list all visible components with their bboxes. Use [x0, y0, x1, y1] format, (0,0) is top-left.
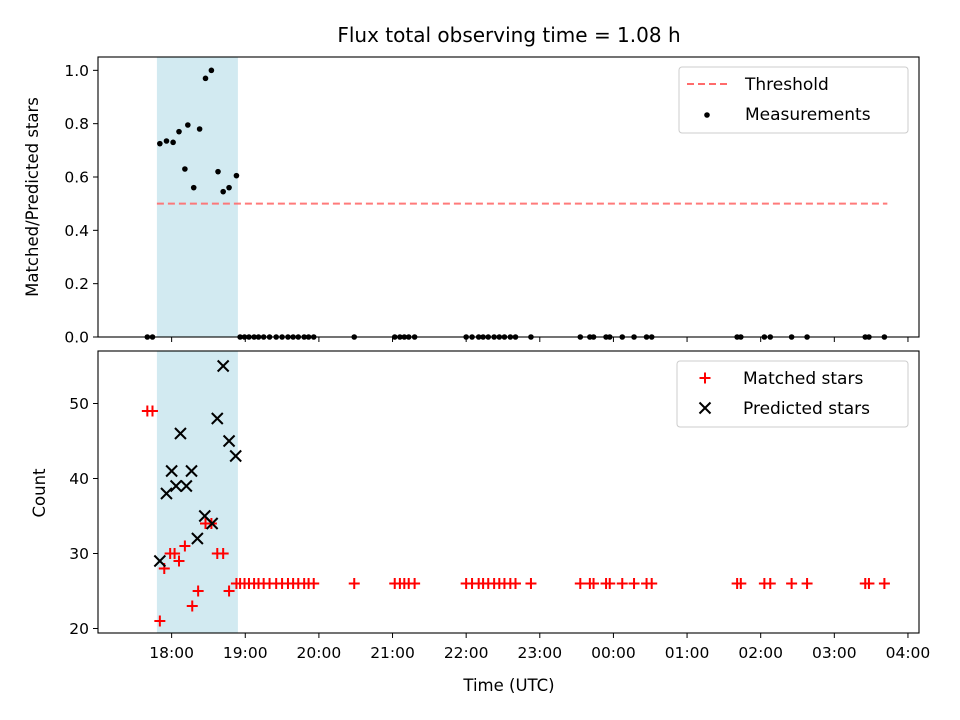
measurement-point [190, 184, 197, 191]
matched-star-marker [646, 578, 658, 589]
legend-label: Matched stars [743, 369, 863, 389]
matched-star-marker [764, 578, 776, 589]
matched-star-marker [509, 578, 521, 589]
measurement-point [196, 126, 203, 132]
legend-label: Predicted stars [743, 399, 870, 419]
x-axis-title: Time (UTC) [462, 676, 554, 695]
y-tick-label: 0.8 [64, 115, 89, 133]
legend-predicted-swatch [698, 401, 712, 415]
predicted-star-marker [216, 359, 230, 373]
x-tick-label: 19:00 [223, 644, 268, 662]
matched-star-marker [786, 578, 798, 589]
ratio-panel: 0.0 0.2 0.4 0.6 0.8 1.0 Threshold Measurements [64, 56, 920, 347]
x-tick-label: 22:00 [444, 644, 489, 662]
matched-star-marker [154, 615, 166, 627]
predicted-star-marker [165, 464, 178, 478]
matched-star-marker [348, 578, 360, 589]
legend-box [678, 66, 909, 134]
legend-label: Measurements [745, 105, 871, 125]
measurement-point [233, 172, 240, 179]
matched-star-marker [186, 600, 198, 612]
count-y-axis-title: Count [30, 468, 49, 518]
y-tick-label: 20 [69, 620, 89, 638]
y-tick-label: 0.2 [64, 275, 89, 293]
measurement-point [170, 139, 176, 146]
x-tick-label: 00:00 [591, 644, 636, 662]
measurement-point [185, 122, 191, 128]
matched-star-marker [735, 578, 747, 589]
predicted-star-marker [174, 427, 187, 440]
axes-frame [97, 350, 920, 634]
y-tick-label: 0.4 [64, 222, 89, 240]
matched-star-marker [616, 578, 628, 589]
predicted-star-marker [169, 479, 183, 493]
x-tick-label: 20:00 [297, 644, 342, 662]
matched-star-marker [628, 578, 640, 589]
legend: Threshold Measurements [678, 66, 909, 134]
measurement-point [226, 184, 232, 191]
y-tick-label: 40 [69, 470, 89, 488]
predicted-star-marker [180, 479, 193, 493]
predicted-star-marker [222, 434, 236, 448]
predicted-star-marker [160, 487, 173, 500]
chart-title: Flux total observing time = 1.08 h [337, 23, 680, 47]
matched-star-marker [574, 578, 586, 589]
measurement-point [163, 138, 170, 144]
matched-star-marker [169, 548, 181, 559]
measurement-point [157, 140, 163, 147]
matched-star-marker [525, 578, 537, 589]
x-tick-label: 04:00 [886, 644, 931, 662]
measurement-point [215, 168, 221, 175]
matched-star-marker [308, 578, 320, 589]
measurement-point [176, 128, 182, 135]
measurement-point [202, 75, 209, 82]
y-tick-label: 30 [69, 545, 89, 563]
count-panel: 20 30 40 50 18:00 19:00 20:00 21:00 22:00 23:00 00… [69, 350, 931, 662]
matched-star-marker [801, 578, 813, 589]
y-tick-label: 0.6 [64, 169, 89, 187]
matched-star-marker [409, 578, 421, 589]
matched-star-marker [863, 578, 875, 589]
legend-measurement-swatch [704, 112, 710, 118]
axes-frame [97, 56, 920, 338]
matched-star-marker [604, 578, 616, 589]
predicted-star-marker [185, 464, 198, 478]
predicted-star-marker [229, 449, 242, 463]
y-tick-label: 50 [69, 395, 89, 413]
predicted-star-marker [153, 554, 167, 568]
matched-star-marker [146, 405, 158, 417]
legend-box [676, 360, 909, 428]
predicted-star-marker [211, 412, 224, 425]
matched-star-marker [192, 585, 204, 597]
y-tick-label: 0.0 [64, 329, 89, 347]
x-tick-label: 03:00 [812, 644, 857, 662]
legend-label: Threshold [744, 75, 829, 95]
ratio-y-axis-title: Matched/Predicted stars [23, 97, 42, 297]
matched-star-marker [223, 585, 235, 597]
measurement-point [208, 67, 215, 74]
matched-star-marker [217, 548, 229, 559]
predicted-star-marker [191, 532, 204, 545]
matched-star-marker [878, 578, 890, 589]
x-tick-label: 01:00 [665, 644, 710, 662]
x-tick-label: 02:00 [738, 644, 783, 662]
matched-star-marker [588, 578, 600, 589]
predicted-star-marker [205, 517, 219, 530]
legend: Matched stars Predicted stars [676, 360, 909, 428]
observing-window-shade [156, 57, 238, 337]
measurement-point [182, 166, 188, 172]
legend-matched-swatch [699, 372, 711, 384]
y-tick-label: 1.0 [64, 62, 89, 80]
matched-star-marker [179, 540, 191, 552]
x-tick-label: 23:00 [517, 644, 562, 662]
x-tick-label: 18:00 [149, 644, 194, 662]
matched-star-marker [173, 555, 185, 567]
measurement-point [220, 188, 226, 195]
x-tick-label: 21:00 [370, 644, 415, 662]
